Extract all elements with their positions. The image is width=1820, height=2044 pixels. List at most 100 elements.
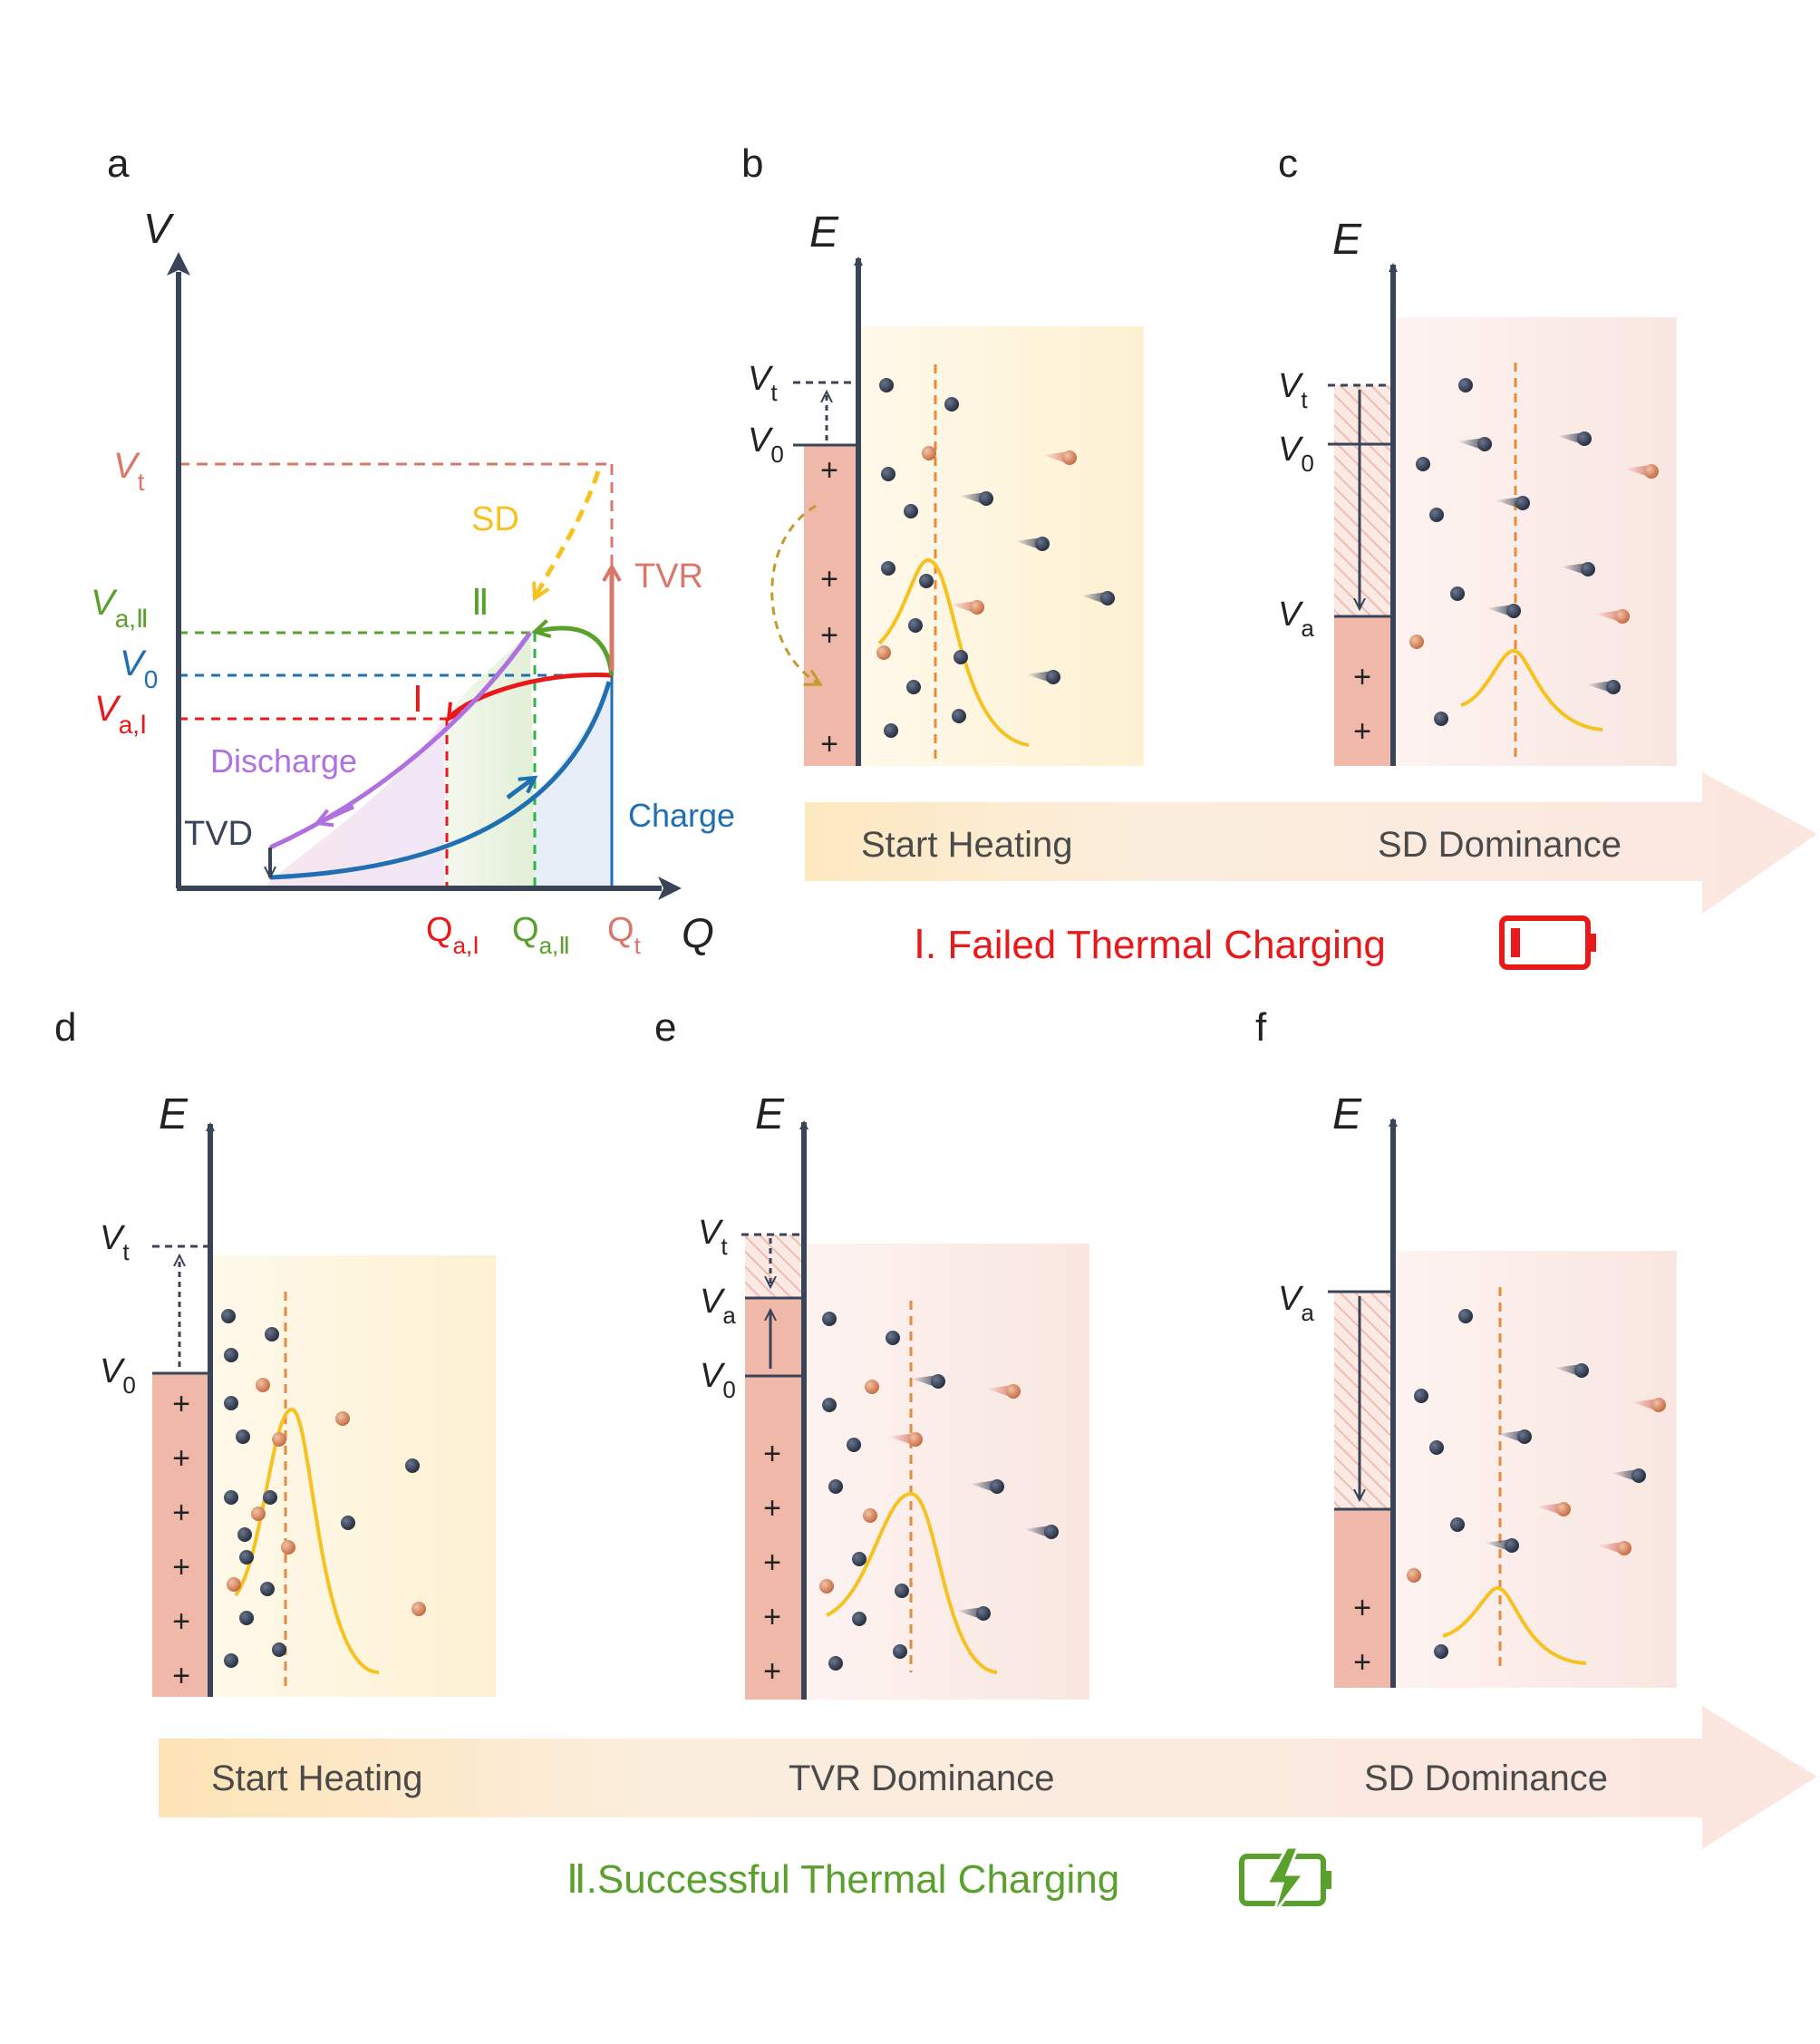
top-arrow-shape	[805, 772, 1817, 914]
panel-b-distribution-curve	[877, 558, 1030, 747]
panel-c-axis-label: E	[1332, 216, 1362, 264]
label-roman-one: Ⅰ	[412, 680, 423, 720]
plus-sign: +	[763, 1437, 781, 1471]
bottom-arrow-stage2: TVR Dominance	[789, 1758, 1054, 1798]
panel-c-distribution-curve	[1460, 648, 1603, 731]
panel-e-vt-label: Vt	[698, 1214, 728, 1260]
panel-a-letter: a	[107, 141, 130, 186]
plus-sign: +	[820, 618, 838, 653]
panel-a: a V Q Vt Va,Ⅱ V0 Va,Ⅰ Qa,Ⅰ	[91, 141, 735, 959]
top-process-arrow: Start Heating SD Dominance	[805, 772, 1817, 914]
plus-sign: +	[172, 1496, 190, 1530]
panel-d-axis-label: E	[159, 1090, 189, 1138]
plus-sign: +	[172, 1550, 190, 1584]
panel-f-va-label: Va	[1278, 1280, 1314, 1326]
panel-d-background	[210, 1255, 496, 1697]
panel-b-axis-label: E	[809, 208, 839, 257]
panel-f-letter: f	[1255, 1005, 1267, 1050]
panel-f: f E Va + +	[1255, 1005, 1677, 1688]
label-discharge: Discharge	[210, 742, 357, 780]
panel-b-letter: b	[741, 141, 763, 186]
panel-e-letter: e	[654, 1005, 676, 1050]
bottom-arrow-stage3: SD Dominance	[1364, 1758, 1608, 1798]
path-two-curve	[535, 628, 615, 676]
battery-low-icon	[1499, 915, 1596, 970]
panel-c-vt-label: Vt	[1278, 367, 1308, 413]
bottom-arrow-stage1: Start Heating	[211, 1758, 422, 1798]
panel-f-hatched-region	[1334, 1292, 1391, 1509]
plus-sign: +	[1353, 1591, 1371, 1625]
panel-e-background	[804, 1244, 1089, 1700]
plus-sign: +	[820, 562, 838, 596]
panel-c: c E Vt V0 Va + +	[1278, 141, 1677, 766]
plus-sign: +	[820, 453, 838, 488]
label-tvd: TVD	[184, 815, 253, 853]
path-one-curve	[449, 672, 613, 719]
panel-b-v0-label: V0	[748, 421, 784, 468]
panel-d-charge-bar	[152, 1373, 208, 1697]
v-axis-label: V	[143, 205, 175, 252]
panel-e-v0-label: V0	[700, 1357, 736, 1403]
panel-b-background	[858, 326, 1144, 766]
label-v0: V0	[120, 644, 158, 693]
plus-sign: +	[172, 1659, 190, 1693]
discharge-curve	[268, 631, 533, 850]
plus-sign: +	[172, 1387, 190, 1421]
panel-c-charge-bar	[1334, 616, 1391, 766]
panel-d-distribution-curve	[234, 1407, 380, 1674]
panel-c-hatched-region	[1334, 385, 1391, 616]
sd-arrow	[535, 470, 601, 598]
label-va2: Va,Ⅱ	[91, 583, 149, 633]
plus-sign: +	[763, 1600, 781, 1634]
panel-d-v0-label: V0	[100, 1352, 136, 1399]
label-tvr: TVR	[634, 557, 703, 596]
battery-charging-icon	[1239, 1845, 1331, 1915]
panel-f-charge-bar	[1334, 1509, 1391, 1688]
top-arrow-stage2: SD Dominance	[1378, 825, 1622, 865]
discharge-area-shade	[267, 719, 444, 886]
caption-failed: Ⅰ. Failed Thermal Charging	[914, 923, 1386, 967]
panel-d: d E Vt V0 + + + + + +	[54, 1005, 496, 1697]
plus-sign: +	[1353, 714, 1371, 749]
panel-c-va-label: Va	[1278, 596, 1314, 642]
panel-e-distribution-curve	[826, 1491, 998, 1674]
panel-e-axis-label: E	[755, 1090, 785, 1138]
label-charge: Charge	[628, 797, 735, 834]
panel-b-curved-arrow	[770, 504, 823, 686]
bottom-process-arrow: Start Heating TVR Dominance SD Dominance	[159, 1706, 1817, 1849]
q-axis-label: Q	[682, 909, 714, 956]
plus-sign: +	[763, 1491, 781, 1526]
panel-e-va-label: Va	[700, 1283, 736, 1329]
charge-curve-arrow	[506, 778, 535, 799]
plus-sign: +	[1353, 1645, 1371, 1680]
panel-e-charge-bar	[745, 1298, 802, 1700]
panel-d-letter: d	[54, 1005, 76, 1050]
label-qa1: Qa,Ⅰ	[426, 911, 479, 959]
panel-d-vt-label: Vt	[100, 1219, 130, 1265]
panel-c-v0-label: V0	[1278, 431, 1314, 477]
green-area-shade	[444, 630, 535, 886]
label-qt: Qt	[607, 911, 642, 959]
plus-sign: +	[1353, 660, 1371, 694]
discharge-curve-arrow	[317, 804, 354, 823]
caption-success: Ⅱ.Successful Thermal Charging	[566, 1857, 1119, 1902]
plus-sign: +	[763, 1545, 781, 1580]
panel-b: b E Vt V0 + + + +	[741, 141, 1144, 766]
panel-f-background	[1393, 1251, 1677, 1688]
bottom-arrow-shape	[159, 1706, 1817, 1849]
plus-sign: +	[172, 1441, 190, 1476]
plus-sign: +	[763, 1654, 781, 1689]
plus-sign: +	[172, 1604, 190, 1639]
top-arrow-stage1: Start Heating	[861, 825, 1072, 865]
panel-e: e E Vt Va V0 + + + + +	[654, 1005, 1089, 1700]
label-vt: Vt	[113, 446, 145, 496]
label-sd: SD	[471, 500, 519, 538]
label-va1: Va,Ⅰ	[94, 689, 147, 739]
plus-sign: +	[820, 727, 838, 761]
panel-f-axis-label: E	[1332, 1090, 1362, 1138]
panel-f-distribution-curve	[1442, 1585, 1587, 1665]
panel-b-charge-bar	[804, 445, 858, 766]
panel-c-letter: c	[1278, 141, 1298, 186]
